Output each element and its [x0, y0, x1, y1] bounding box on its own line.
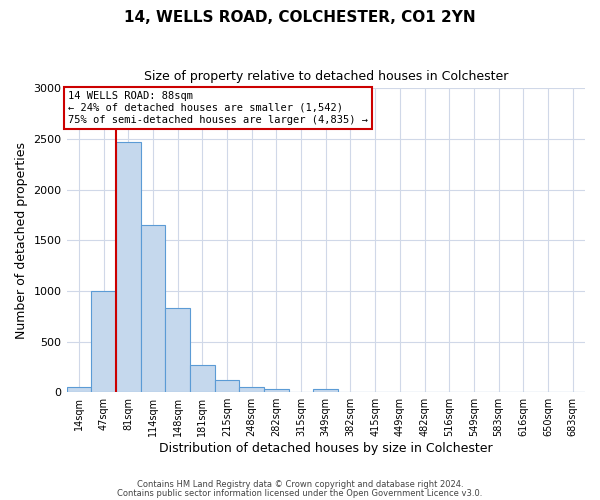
Bar [215, 380, 239, 392]
Text: Contains public sector information licensed under the Open Government Licence v3: Contains public sector information licen… [118, 488, 482, 498]
Y-axis label: Number of detached properties: Number of detached properties [15, 142, 28, 339]
Title: Size of property relative to detached houses in Colchester: Size of property relative to detached ho… [143, 70, 508, 83]
Bar [264, 389, 289, 392]
Bar [116, 142, 140, 392]
Text: Contains HM Land Registry data © Crown copyright and database right 2024.: Contains HM Land Registry data © Crown c… [137, 480, 463, 489]
Bar [313, 389, 338, 392]
Text: 14 WELLS ROAD: 88sqm
← 24% of detached houses are smaller (1,542)
75% of semi-de: 14 WELLS ROAD: 88sqm ← 24% of detached h… [68, 92, 368, 124]
Bar [239, 387, 264, 392]
Bar [165, 308, 190, 392]
Bar [140, 225, 165, 392]
X-axis label: Distribution of detached houses by size in Colchester: Distribution of detached houses by size … [159, 442, 493, 455]
Bar [190, 365, 215, 392]
Bar [91, 291, 116, 392]
Bar [67, 387, 91, 392]
Text: 14, WELLS ROAD, COLCHESTER, CO1 2YN: 14, WELLS ROAD, COLCHESTER, CO1 2YN [124, 10, 476, 25]
